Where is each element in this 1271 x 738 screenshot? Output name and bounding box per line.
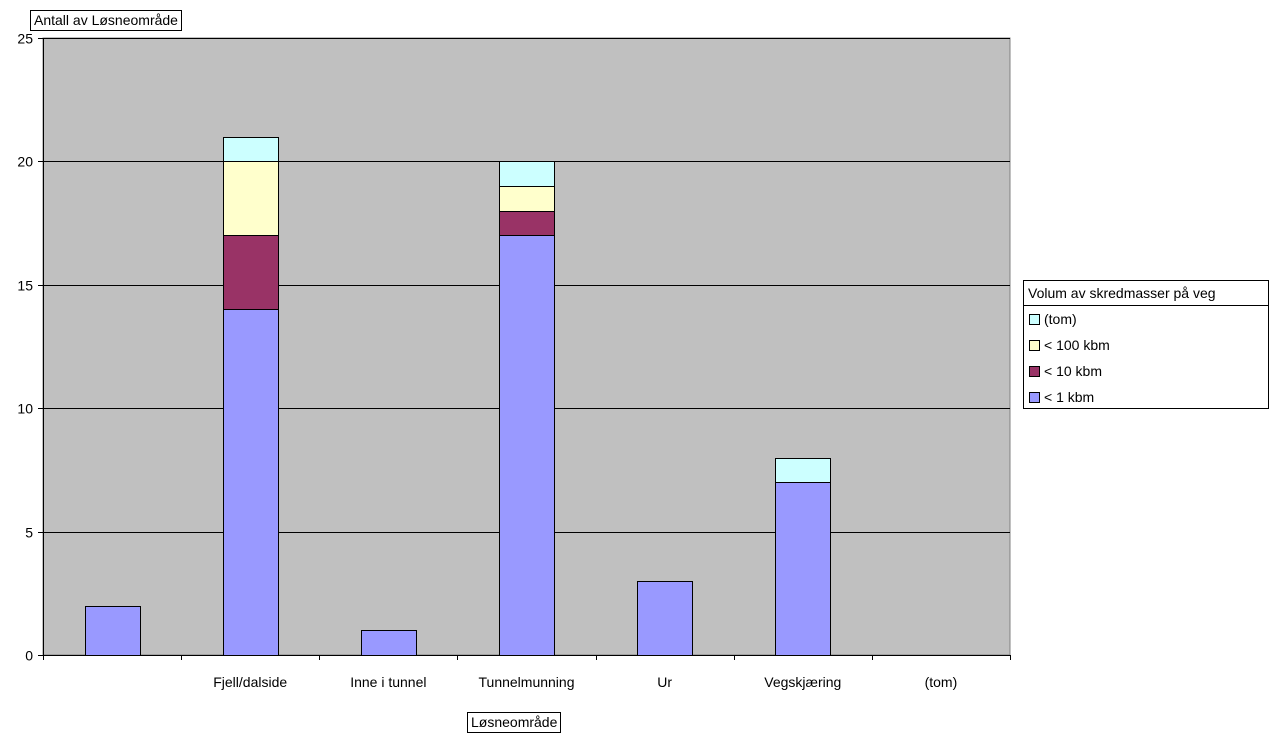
y-tick-label-10: 10 [17, 401, 33, 417]
x-tick-label-1: Fjell/dalside [213, 674, 287, 690]
bar-1-series-2 [223, 161, 279, 236]
legend-item[interactable]: < 10 kbm [1024, 358, 1268, 384]
legend-swatch [1029, 391, 1040, 403]
bar-5-series-3 [775, 458, 831, 483]
bar-1-series-3 [223, 137, 279, 162]
y-tick-label-5: 5 [25, 525, 33, 541]
legend-title[interactable]: Volum av skredmasser på veg [1024, 281, 1268, 306]
x-tick-label-3: Tunnelmunning [479, 674, 575, 690]
x-tick-label-2: Inne i tunnel [350, 674, 426, 690]
x-tick-label-5: Vegskjæring [764, 674, 841, 690]
legend-item[interactable]: < 1 kbm [1024, 384, 1268, 410]
legend-item[interactable]: (tom) [1024, 306, 1268, 332]
x-field-button[interactable]: Løsneområde [467, 712, 562, 733]
bar-4-series-0 [637, 581, 693, 656]
y-field-button[interactable]: Antall av Løsneområde [30, 10, 182, 31]
legend: Volum av skredmasser på veg (tom) < 100 k… [1023, 280, 1269, 409]
y-tick-label-0: 0 [25, 648, 33, 664]
legend-swatch [1029, 339, 1040, 351]
legend-label: < 10 kbm [1044, 363, 1102, 379]
bar-2-series-0 [361, 630, 417, 656]
legend-item[interactable]: < 100 kbm [1024, 332, 1268, 358]
bar-1-series-1 [223, 235, 279, 310]
legend-label: < 1 kbm [1044, 389, 1095, 405]
bar-0-series-0 [85, 606, 141, 656]
y-tick-label-20: 20 [17, 154, 33, 170]
bar-3-series-2 [499, 186, 555, 212]
legend-label: (tom) [1044, 311, 1077, 327]
x-tick-label-4: Ur [657, 674, 672, 690]
x-tick-label-6: (tom) [925, 674, 958, 690]
bar-3-series-3 [499, 161, 555, 187]
bar-1-series-0 [223, 309, 279, 656]
legend-swatch [1029, 365, 1040, 377]
y-tick-label-15: 15 [17, 278, 33, 294]
legend-label: < 100 kbm [1044, 337, 1110, 353]
bar-5-series-0 [775, 482, 831, 656]
bar-3-series-1 [499, 211, 555, 236]
legend-items: (tom) < 100 kbm < 10 kbm < 1 kbm [1024, 306, 1268, 410]
legend-swatch [1029, 313, 1040, 325]
y-tick-label-25: 25 [17, 31, 33, 47]
bar-3-series-0 [499, 235, 555, 656]
